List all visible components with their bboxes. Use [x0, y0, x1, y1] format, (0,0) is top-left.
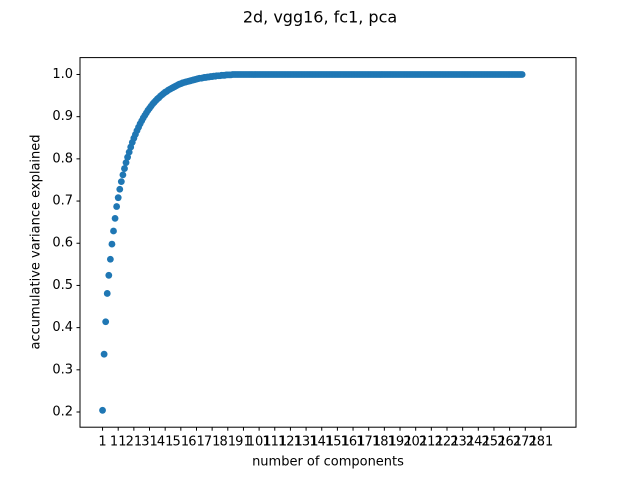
x-tick-label: 241: [466, 435, 491, 450]
point: [113, 203, 121, 210]
x-tick-label: 91: [235, 435, 252, 450]
y-tick-label: 0.9: [52, 109, 73, 124]
y-tick-label: 0.4: [52, 320, 73, 335]
plot-frame: [79, 57, 577, 428]
y-tick-label: 0.5: [52, 278, 73, 293]
x-tick-label: 21: [126, 435, 143, 450]
x-axis-label: number of components: [252, 455, 404, 470]
x-tick-label: 1: [98, 435, 106, 450]
point: [111, 214, 119, 222]
x-tick-label: 51: [173, 435, 190, 450]
x-tick-label: 211: [419, 435, 444, 450]
x-tick-label: 31: [141, 435, 158, 450]
point: [121, 165, 128, 172]
point: [105, 271, 113, 279]
x-tick-label: 121: [278, 435, 303, 450]
x-tick-label: 221: [435, 435, 460, 450]
x-tick-label: 101: [247, 435, 272, 450]
x-tick-label: 141: [309, 435, 334, 450]
x-tick-label: 171: [356, 435, 381, 450]
point: [99, 406, 106, 414]
x-tick-label: 201: [403, 435, 428, 450]
x-tick-label: 231: [450, 435, 475, 450]
point: [100, 350, 108, 358]
x-tick-label: 161: [341, 435, 366, 450]
y-axis-label: accumulative variance explained: [29, 134, 44, 349]
point: [103, 290, 111, 297]
chart-title: 2d, vgg16, fc1, pca: [243, 8, 397, 27]
y-tick-label: 0.7: [52, 194, 73, 209]
x-tick-label: 11: [110, 435, 127, 450]
x-tick-label: 181: [372, 435, 397, 450]
point: [110, 227, 117, 235]
y-tick-label: 0.6: [52, 236, 73, 251]
point: [114, 194, 122, 202]
x-tick-label: 111: [262, 435, 287, 450]
x-tick-label: 61: [188, 435, 205, 450]
point: [116, 185, 124, 193]
x-tick-label: 281: [529, 435, 554, 450]
point: [119, 171, 127, 179]
y-tick-label: 0.3: [52, 362, 73, 377]
y-tick-label: 1.0: [52, 67, 73, 82]
x-tick-label: 41: [157, 435, 174, 450]
x-tick-label: 151: [325, 435, 350, 450]
point: [106, 255, 114, 263]
x-tick-label: 191: [388, 435, 413, 450]
x-tick-label: 71: [204, 435, 221, 450]
x-tick-label: 261: [497, 435, 522, 450]
point: [102, 318, 110, 326]
point: [108, 240, 116, 248]
point: [122, 159, 130, 167]
y-tick-label: 0.2: [52, 405, 73, 420]
x-tick-label: 81: [220, 435, 237, 450]
x-tick-label: 271: [513, 435, 538, 450]
point: [117, 178, 125, 186]
x-tick-label: 131: [294, 435, 319, 450]
x-tick-label: 251: [482, 435, 507, 450]
y-tick-label: 0.8: [52, 151, 73, 166]
point: [518, 71, 526, 78]
